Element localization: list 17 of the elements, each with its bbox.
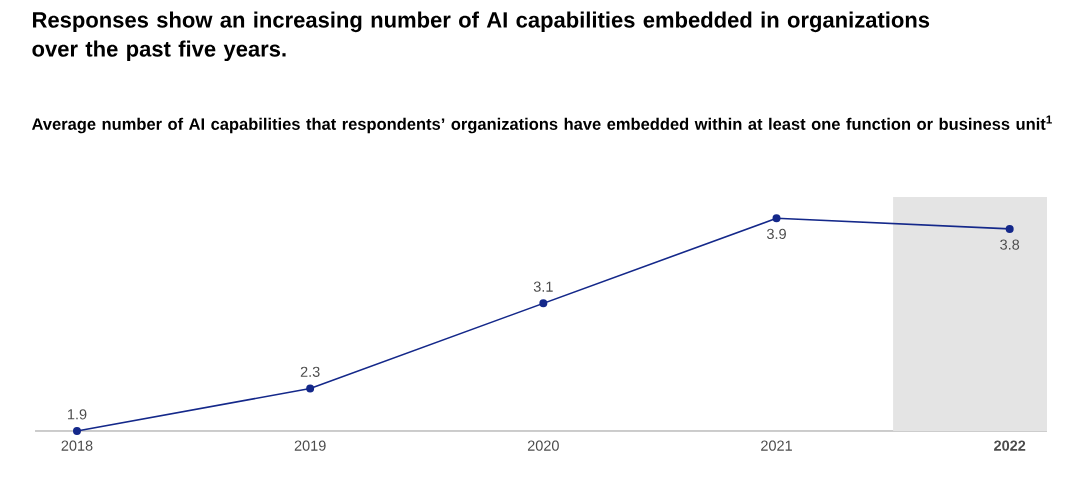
x-tick-label: 2019 [294, 440, 326, 451]
point [306, 384, 315, 393]
data-label: 3.8 [1000, 239, 1020, 250]
chart-title: Responses show an increasing number of AI capabilities embedded in organizations over the past five years. [32, 11, 930, 62]
x-tick-label: 2018 [61, 440, 93, 451]
data-label: 3.1 [533, 281, 553, 292]
chart-subtitle: Average number of AI capabilities that respondents’ organizations have embedded within at least one function or business unit$^{1}$ [31, 115, 1052, 134]
point [539, 299, 548, 308]
x-tick-label: 2020 [527, 440, 559, 451]
point [72, 426, 81, 435]
x-tick-label: 2021 [761, 440, 792, 451]
data-label: 2.3 [300, 366, 320, 377]
data-label: 3.9 [766, 228, 786, 240]
x-tick-label: 2022 [994, 440, 1026, 451]
point [1005, 224, 1014, 233]
point [772, 214, 781, 223]
data-label: 1.9 [68, 409, 87, 420]
